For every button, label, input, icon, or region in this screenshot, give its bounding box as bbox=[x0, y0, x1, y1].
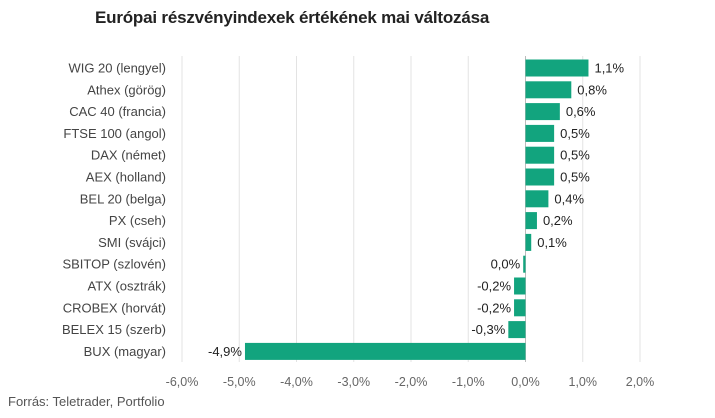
x-tick-label: -4,0% bbox=[280, 375, 313, 389]
gridlines bbox=[181, 56, 641, 362]
category-label: BELEX 15 (szerb) bbox=[62, 322, 166, 337]
x-tick-label: -2,0% bbox=[395, 375, 428, 389]
bar bbox=[525, 59, 589, 77]
category-label: FTSE 100 (angol) bbox=[63, 126, 166, 141]
value-label: -0,3% bbox=[471, 322, 505, 337]
bar bbox=[523, 255, 526, 273]
value-label: 0,0% bbox=[491, 257, 521, 272]
category-label: PX (cseh) bbox=[109, 213, 166, 228]
category-label: DAX (német) bbox=[91, 148, 166, 163]
x-tick-label: -3,0% bbox=[337, 375, 370, 389]
value-label: 0,5% bbox=[560, 126, 590, 141]
bar bbox=[525, 168, 555, 186]
category-label: CROBEX (horvát) bbox=[63, 300, 166, 315]
chart-title: Európai részvényindexek értékének mai vá… bbox=[95, 8, 490, 27]
x-tick-label: -5,0% bbox=[223, 375, 256, 389]
category-label: SBITOP (szlovén) bbox=[62, 257, 166, 272]
value-label: -4,9% bbox=[208, 344, 242, 359]
value-labels: 1,1% 0,8% 0,6% 0,5% 0,5% 0,5% 0,4% 0,2% 0,1% 0,0%… bbox=[208, 61, 625, 359]
bar bbox=[508, 321, 526, 339]
bars bbox=[244, 59, 589, 360]
bar bbox=[514, 277, 526, 295]
bar bbox=[525, 233, 532, 251]
bar bbox=[525, 103, 560, 121]
value-label: 0,8% bbox=[577, 82, 607, 97]
value-label: 0,1% bbox=[537, 235, 567, 250]
value-label: 0,4% bbox=[554, 191, 584, 206]
category-label: AEX (holland) bbox=[86, 170, 166, 185]
value-label: 0,6% bbox=[566, 104, 596, 119]
source-note: Forrás: Teletrader, Portfolio bbox=[8, 394, 165, 409]
value-label: -0,2% bbox=[477, 300, 511, 315]
category-label: BEL 20 (belga) bbox=[80, 191, 166, 206]
category-label: WIG 20 (lengyel) bbox=[68, 61, 166, 76]
value-label: -0,2% bbox=[477, 279, 511, 294]
x-tick-label: -6,0% bbox=[166, 375, 199, 389]
x-tick-label: 1,0% bbox=[569, 375, 598, 389]
bar bbox=[244, 342, 526, 360]
category-labels: WIG 20 (lengyel) Athex (görög) CAC 40 (fra… bbox=[62, 61, 166, 359]
value-label: 0,5% bbox=[560, 170, 590, 185]
bar bbox=[525, 190, 549, 208]
category-label: ATX (osztrák) bbox=[88, 279, 167, 294]
category-label: Athex (görög) bbox=[87, 82, 166, 97]
x-tick-label: 2,0% bbox=[626, 375, 655, 389]
bar-chart: WIG 20 (lengyel) Athex (görög) CAC 40 (fra… bbox=[62, 56, 655, 389]
category-label: BUX (magyar) bbox=[84, 344, 166, 359]
category-label: CAC 40 (francia) bbox=[69, 104, 166, 119]
bar bbox=[525, 146, 555, 164]
bar bbox=[525, 81, 572, 99]
bar bbox=[525, 212, 537, 230]
x-tick-label: 0,0% bbox=[511, 375, 540, 389]
category-label: SMI (svájci) bbox=[98, 235, 166, 250]
x-axis-ticks: -6,0% -5,0% -4,0% -3,0% -2,0% -1,0% 0,0% 1,0% 2,… bbox=[166, 375, 655, 389]
value-label: 0,2% bbox=[543, 213, 573, 228]
value-label: 1,1% bbox=[594, 61, 624, 76]
x-tick-label: -1,0% bbox=[452, 375, 485, 389]
bar bbox=[514, 299, 526, 317]
value-label: 0,5% bbox=[560, 148, 590, 163]
bar bbox=[525, 124, 555, 142]
